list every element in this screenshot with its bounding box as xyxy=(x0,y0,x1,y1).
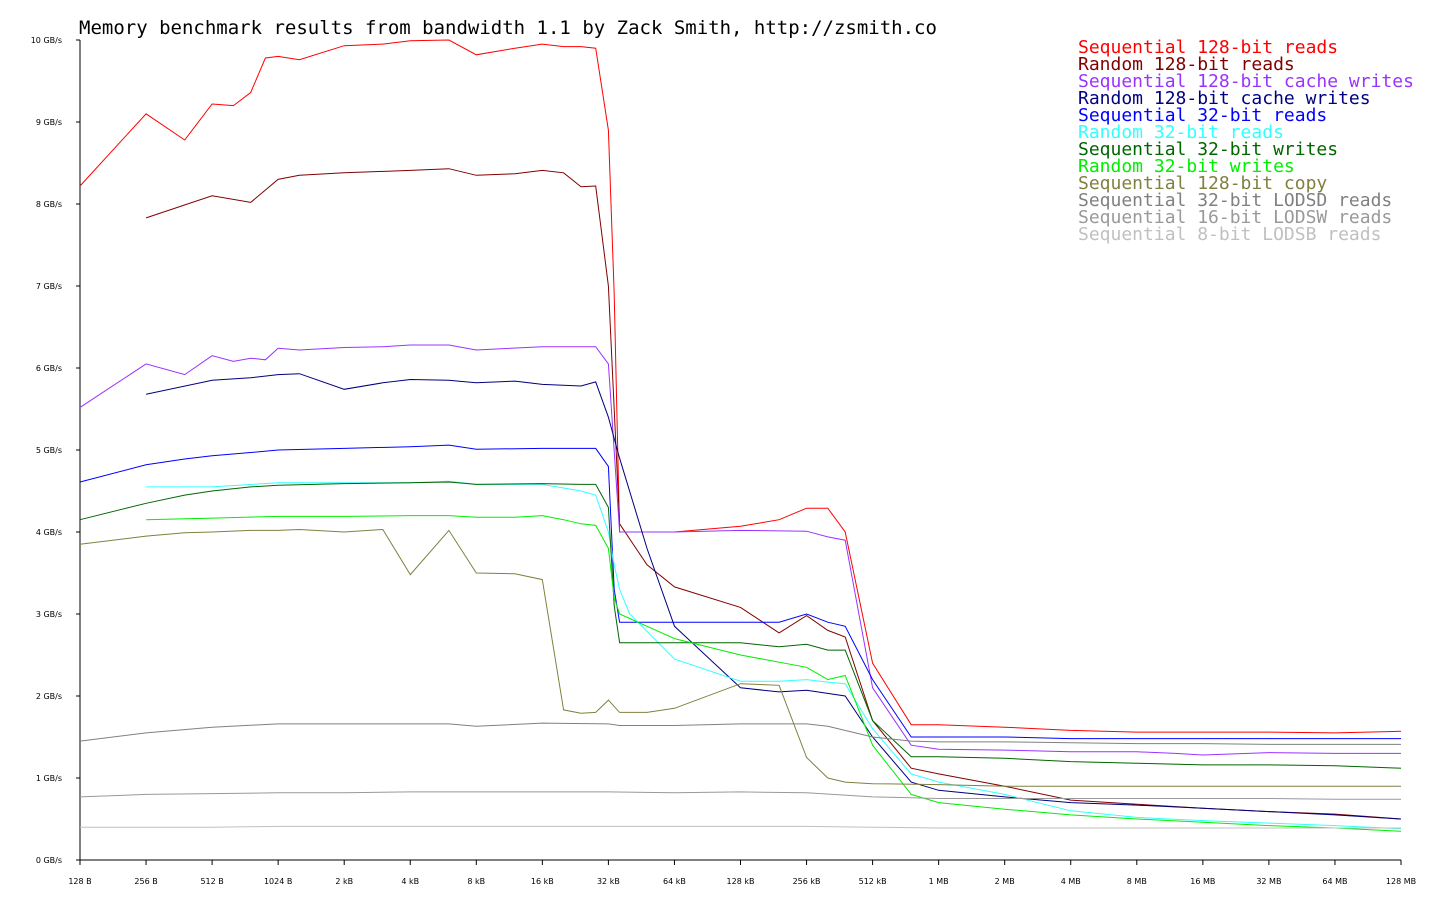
series-lines xyxy=(79,39,1402,832)
legend-entry-sequential-128-bit-reads: Sequential 128-bit reads xyxy=(1078,37,1338,58)
y-tick-label: 0 GB/s xyxy=(36,856,62,865)
legend-entry-sequential-128-bit-cache-writes: Sequential 128-bit cache writes xyxy=(1078,71,1414,92)
series-line-random-128-bit-reads xyxy=(145,168,1402,820)
y-tick-label: 3 GB/s xyxy=(36,610,62,619)
legend-entry-sequential-32-bit-reads: Sequential 32-bit reads xyxy=(1078,105,1327,126)
y-tick-label: 4 GB/s xyxy=(36,528,62,537)
x-tick-label: 64 kB xyxy=(663,877,686,886)
legend-entry-random-128-bit-reads: Random 128-bit reads xyxy=(1078,54,1295,75)
y-tick-label: 8 GB/s xyxy=(36,200,62,209)
x-axis-ticks: 128 B 256 B 512 B 1024 B 2 kB 4 kB 8 kB 16 kB 32… xyxy=(68,860,1416,886)
x-tick-label: 16 MB xyxy=(1190,877,1215,886)
legend-entry-sequential-16-bit-lodsw-reads: Sequential 16-bit LODSW reads xyxy=(1078,207,1392,228)
legend-entry-sequential-8-bit-lodsb-reads: Sequential 8-bit LODSB reads xyxy=(1078,224,1381,245)
legend-entry-sequential-32-bit-writes: Sequential 32-bit writes xyxy=(1078,139,1338,160)
x-tick-label: 8 MB xyxy=(1127,877,1147,886)
x-tick-label: 4 MB xyxy=(1061,877,1081,886)
x-tick-label: 256 B xyxy=(134,877,157,886)
legend-entry-sequential-128-bit-copy: Sequential 128-bit copy xyxy=(1078,173,1327,194)
x-tick-label: 32 MB xyxy=(1256,877,1281,886)
chart-title: Memory benchmark results from bandwidth … xyxy=(79,17,937,39)
y-tick-label: 9 GB/s xyxy=(36,118,62,127)
series-line-sequential-128-bit-cache-writes xyxy=(79,344,1401,756)
x-tick-label: 256 kB xyxy=(793,877,821,886)
y-axis-ticks: 0 GB/s 1 GB/s 2 GB/s 3 GB/s 4 GB/s 5 GB/s 6 GB… xyxy=(31,36,80,865)
x-tick-label: 2 MB xyxy=(995,877,1015,886)
x-tick-label: 1 MB xyxy=(929,877,949,886)
x-tick-label: 128 MB xyxy=(1386,877,1416,886)
series-line-sequential-8-bit-lodsb-reads xyxy=(80,825,1401,829)
y-tick-label: 10 GB/s xyxy=(31,36,62,45)
y-tick-label: 5 GB/s xyxy=(36,446,62,455)
legend-entry-random-32-bit-reads: Random 32-bit reads xyxy=(1078,122,1284,143)
x-tick-label: 2 kB xyxy=(335,877,353,886)
series-line-sequential-128-bit-reads xyxy=(79,39,1402,734)
series-line-sequential-16-bit-lodsw-reads xyxy=(79,791,1401,800)
y-tick-label: 6 GB/s xyxy=(36,364,62,373)
x-tick-label: 512 B xyxy=(200,877,223,886)
x-tick-label: 16 kB xyxy=(531,877,554,886)
series-line-sequential-32-bit-writes xyxy=(79,481,1402,769)
legend-entry-sequential-32-bit-lodsd-reads: Sequential 32-bit LODSD reads xyxy=(1078,190,1392,211)
x-tick-label: 128 B xyxy=(68,877,91,886)
x-tick-label: 32 kB xyxy=(597,877,620,886)
y-tick-label: 7 GB/s xyxy=(36,282,62,291)
x-tick-label: 128 kB xyxy=(727,877,755,886)
legend-entry-random-128-bit-cache-writes: Random 128-bit cache writes xyxy=(1078,88,1371,109)
series-line-sequential-128-bit-copy xyxy=(79,528,1401,787)
series-line-random-32-bit-reads xyxy=(146,480,1402,830)
x-tick-label: 512 kB xyxy=(859,877,887,886)
x-tick-label: 4 kB xyxy=(401,877,419,886)
legend-entry-random-32-bit-writes: Random 32-bit writes xyxy=(1078,156,1295,177)
x-tick-label: 1024 B xyxy=(264,877,292,886)
series-line-sequential-32-bit-lodsd-reads xyxy=(79,722,1401,745)
y-tick-label: 1 GB/s xyxy=(36,774,62,783)
y-tick-label: 2 GB/s xyxy=(36,692,62,701)
x-tick-label: 8 kB xyxy=(467,877,485,886)
x-tick-label: 64 MB xyxy=(1322,877,1347,886)
series-line-random-32-bit-writes xyxy=(146,515,1402,832)
series-line-sequential-32-bit-reads xyxy=(79,444,1401,740)
series-line-random-128-bit-cache-writes xyxy=(145,373,1402,820)
